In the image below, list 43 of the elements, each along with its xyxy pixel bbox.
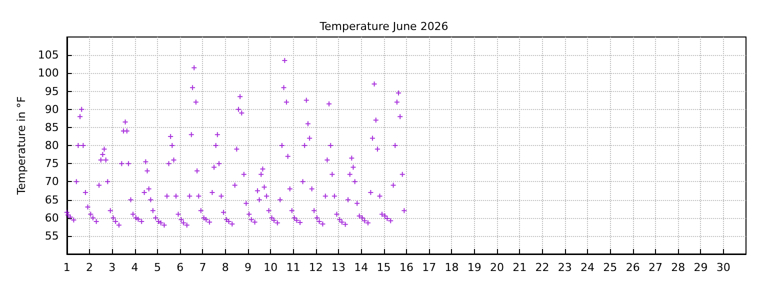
x-tick-label: 16 <box>399 261 414 274</box>
y-tick-label: 90 <box>44 102 59 116</box>
x-tick-label: 5 <box>154 261 161 274</box>
chart-title: Temperature June 2026 <box>318 20 448 33</box>
x-tick-label: 14 <box>354 261 368 274</box>
x-tick-label: 26 <box>626 261 640 274</box>
y-tick-label: 75 <box>44 157 59 170</box>
x-tick-label: 23 <box>558 261 572 274</box>
y-tick-label: 70 <box>44 175 59 188</box>
x-tick-label: 2 <box>86 261 94 274</box>
x-tick-label: 7 <box>199 261 206 274</box>
x-tick-label: 3 <box>108 261 116 274</box>
x-tick-label: 27 <box>648 261 662 274</box>
y-axis-title: Temperature in °F <box>15 96 28 196</box>
x-tick-label: 12 <box>308 261 323 274</box>
x-tick-label: 1 <box>63 261 70 274</box>
x-tick-label: 13 <box>332 261 346 274</box>
x-tick-label: 25 <box>603 261 618 274</box>
y-tick-label: 65 <box>44 193 59 206</box>
y-tick-label: 80 <box>44 139 59 152</box>
y-tick-label: 95 <box>44 84 59 98</box>
y-tick-label: 105 <box>38 48 59 62</box>
x-tick-label: 9 <box>244 261 252 274</box>
x-tick-label: 15 <box>376 261 391 274</box>
x-tick-label: 24 <box>580 261 595 274</box>
x-tick-label: 22 <box>535 261 550 274</box>
y-tick-label: 55 <box>44 229 59 242</box>
x-tick-label: 17 <box>422 261 436 274</box>
x-tick-label: 11 <box>286 261 300 274</box>
x-tick-label: 4 <box>131 261 138 274</box>
y-tick-label: 85 <box>44 120 59 134</box>
x-tick-label: 6 <box>176 261 184 274</box>
x-tick-label: 28 <box>671 261 686 274</box>
x-tick-label: 18 <box>444 261 459 274</box>
x-tick-label: 10 <box>264 261 278 274</box>
x-tick-label: 19 <box>467 261 482 274</box>
x-tick-label: 30 <box>716 261 730 274</box>
x-tick-label: 21 <box>512 261 527 274</box>
y-tick-label: 100 <box>38 66 59 80</box>
x-tick-label: 20 <box>490 261 504 274</box>
x-tick-label: 8 <box>222 261 229 274</box>
y-tick-label: 60 <box>44 211 59 224</box>
x-tick-label: 29 <box>694 261 708 274</box>
